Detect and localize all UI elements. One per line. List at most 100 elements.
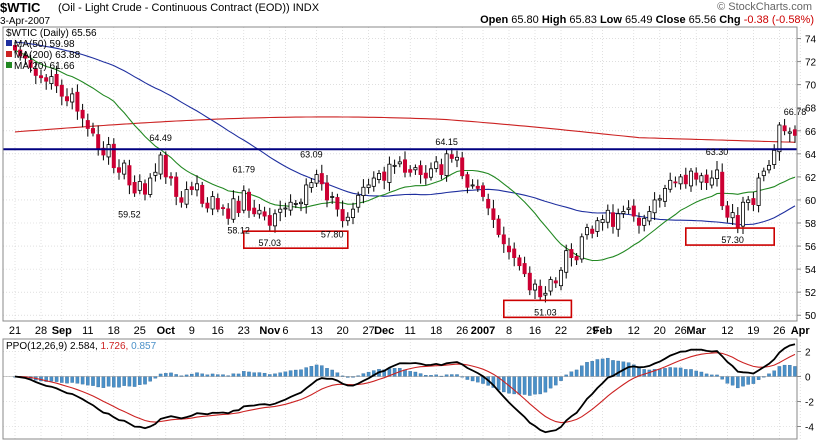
- candle-body-up: [309, 182, 314, 188]
- candle-body-down: [636, 217, 642, 226]
- candle-body-up: [616, 213, 621, 230]
- candle-body-down: [517, 257, 522, 267]
- candle: [553, 277, 558, 288]
- candle-body-up: [361, 186, 366, 197]
- candle: [652, 192, 657, 221]
- x-tick-label: Nov: [259, 325, 281, 337]
- candle-body-up: [257, 209, 262, 215]
- candle-body-up: [730, 212, 735, 219]
- ppo-y-tick-label: 0: [805, 373, 811, 384]
- ppo-histogram-bar: [80, 376, 85, 385]
- y-tick-label: 66: [805, 127, 817, 138]
- x-tick-label: 26: [773, 325, 785, 337]
- ppo-histogram-bar: [678, 367, 683, 377]
- support-box: [684, 227, 775, 246]
- ppo-histogram-bar: [132, 376, 137, 387]
- candle: [54, 65, 59, 93]
- candle: [735, 207, 740, 234]
- candle-body-down: [220, 207, 226, 209]
- candle: [772, 144, 777, 169]
- candle-body-up: [595, 220, 600, 232]
- candle: [376, 169, 382, 184]
- ppo-histogram-bar: [569, 371, 574, 377]
- price-annotation: 63.09: [300, 149, 323, 159]
- ppo-y-tick-label: 2: [805, 348, 811, 359]
- candle-body-up: [392, 164, 397, 167]
- ppo-histogram-bar: [699, 371, 704, 377]
- ppo-histogram-bar: [725, 376, 730, 384]
- ppo-histogram-bar: [408, 371, 412, 377]
- ppo-histogram-bar: [741, 376, 745, 387]
- candle-body-down: [522, 263, 527, 275]
- ppo-histogram-bar: [642, 369, 646, 377]
- candle: [688, 168, 694, 192]
- candle: [132, 175, 137, 197]
- candle: [101, 141, 106, 161]
- candle-body-down: [610, 212, 616, 227]
- candle-body-down: [116, 167, 122, 173]
- candle: [257, 204, 262, 219]
- y-tick-label: 60: [805, 196, 817, 207]
- price-annotation: 61.79: [233, 164, 256, 174]
- candle-body-down: [23, 55, 28, 59]
- candle: [194, 175, 200, 197]
- candle-body-down: [465, 174, 470, 188]
- candle-body-down: [475, 185, 480, 189]
- x-tick-label: Oct: [157, 325, 176, 337]
- ppo-histogram-bar: [684, 369, 688, 377]
- candle: [491, 199, 496, 228]
- candle: [116, 159, 122, 180]
- ppo-histogram-bar: [138, 376, 142, 385]
- candle: [59, 79, 64, 106]
- x-tick-label: 9: [189, 325, 195, 337]
- candle-body-up: [371, 177, 376, 187]
- candle: [122, 159, 127, 180]
- candle-body-down: [439, 164, 444, 175]
- candle-body-down: [142, 183, 148, 195]
- candle: [579, 233, 584, 263]
- candle-body-up: [397, 161, 402, 165]
- candle-body-down: [725, 205, 730, 218]
- candle: [335, 193, 340, 217]
- ppo-histogram-bar: [299, 369, 303, 377]
- svg-text:PPO(12,26,9) 2.584,: PPO(12,26,9) 2.584, 1.726, 0.857: [6, 341, 157, 352]
- candle: [746, 195, 751, 211]
- ppo-histogram-bar: [247, 371, 251, 377]
- ppo-histogram-bar: [210, 373, 215, 377]
- candle: [522, 256, 527, 278]
- candle-body-down: [75, 91, 80, 112]
- candle: [626, 200, 631, 215]
- ppo-histogram-bar: [704, 373, 709, 377]
- ppo-histogram-bar: [91, 376, 95, 386]
- candle: [506, 237, 512, 260]
- candle: [80, 103, 85, 128]
- ppo-histogram-bar: [611, 360, 615, 377]
- candle-body-down: [38, 75, 44, 79]
- candle-body-down: [179, 197, 184, 203]
- candle: [236, 195, 241, 217]
- candle-body-down: [267, 215, 272, 226]
- ppo-histogram-bar: [720, 376, 724, 380]
- candle: [179, 191, 184, 208]
- candle: [777, 122, 782, 161]
- candle: [215, 193, 220, 213]
- x-tick-label: Dec: [374, 325, 394, 337]
- candle: [330, 191, 335, 204]
- candle: [319, 164, 324, 191]
- y-tick-label: 64: [805, 150, 817, 161]
- x-tick-label: 18: [108, 325, 120, 337]
- ppo-histogram-bar: [559, 376, 563, 381]
- candle: [392, 159, 397, 174]
- x-tick-label: 26: [674, 325, 686, 337]
- ppo-y-tick-label: -2: [805, 398, 814, 409]
- ppo-histogram-bar: [330, 369, 334, 377]
- x-tick-label: Sep: [52, 325, 72, 337]
- candle-body-down: [340, 209, 345, 222]
- candle: [106, 136, 111, 165]
- y-tick-label: 74: [805, 35, 817, 46]
- ppo-histogram-bar: [600, 358, 605, 377]
- candle: [694, 167, 699, 186]
- candle: [226, 203, 231, 225]
- candle-body-up: [605, 209, 610, 223]
